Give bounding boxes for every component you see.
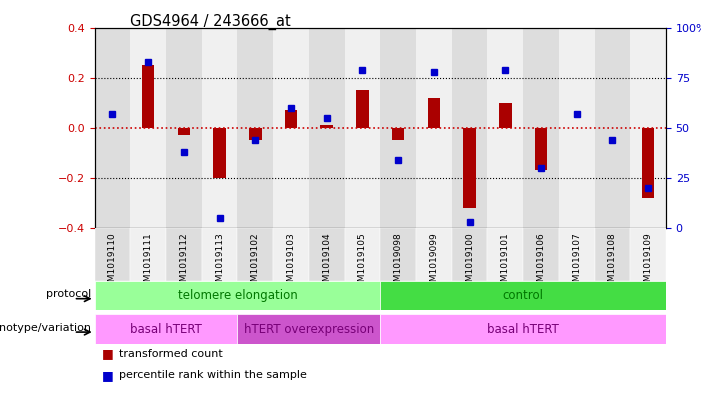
- Bar: [380, 314, 666, 344]
- Bar: [166, 28, 202, 228]
- Text: GSM1019111: GSM1019111: [144, 232, 153, 293]
- Text: basal hTERT: basal hTERT: [130, 323, 202, 336]
- Bar: [630, 28, 666, 228]
- Text: genotype/variation: genotype/variation: [0, 323, 91, 332]
- Text: GSM1019102: GSM1019102: [251, 232, 260, 293]
- Text: transformed count: transformed count: [119, 349, 223, 359]
- Bar: [95, 228, 130, 281]
- Bar: [559, 228, 594, 281]
- Bar: [273, 28, 309, 228]
- Bar: [130, 28, 166, 228]
- Bar: [273, 228, 309, 281]
- Text: ■: ■: [102, 369, 114, 382]
- Bar: [320, 125, 333, 128]
- Bar: [345, 28, 380, 228]
- Bar: [523, 228, 559, 281]
- Bar: [309, 228, 345, 281]
- Bar: [95, 281, 380, 310]
- Bar: [142, 65, 154, 128]
- Bar: [238, 228, 273, 281]
- Bar: [202, 28, 238, 228]
- Bar: [356, 90, 369, 128]
- Text: basal hTERT: basal hTERT: [487, 323, 559, 336]
- Bar: [249, 128, 261, 140]
- Bar: [451, 228, 487, 281]
- Bar: [345, 228, 380, 281]
- Text: GSM1019112: GSM1019112: [179, 232, 189, 293]
- Text: GSM1019108: GSM1019108: [608, 232, 617, 293]
- Text: hTERT overexpression: hTERT overexpression: [244, 323, 374, 336]
- Bar: [309, 28, 345, 228]
- Text: GDS4964 / 243666_at: GDS4964 / 243666_at: [130, 14, 290, 30]
- Bar: [238, 314, 381, 344]
- Text: GSM1019101: GSM1019101: [501, 232, 510, 293]
- Bar: [202, 228, 238, 281]
- Bar: [523, 28, 559, 228]
- Bar: [428, 97, 440, 128]
- Bar: [559, 28, 594, 228]
- Text: GSM1019107: GSM1019107: [572, 232, 581, 293]
- Bar: [285, 110, 297, 128]
- Bar: [463, 128, 476, 208]
- Text: control: control: [503, 289, 543, 302]
- Text: GSM1019109: GSM1019109: [644, 232, 653, 293]
- Bar: [95, 28, 130, 228]
- Bar: [451, 28, 487, 228]
- Bar: [177, 128, 190, 135]
- Bar: [630, 228, 666, 281]
- Text: telomere elongation: telomere elongation: [177, 289, 297, 302]
- Bar: [535, 128, 547, 170]
- Text: GSM1019100: GSM1019100: [465, 232, 474, 293]
- Bar: [416, 228, 451, 281]
- Bar: [594, 228, 630, 281]
- Text: GSM1019104: GSM1019104: [322, 232, 332, 293]
- Bar: [380, 28, 416, 228]
- Bar: [213, 128, 226, 178]
- Text: ■: ■: [102, 347, 114, 360]
- Text: GSM1019103: GSM1019103: [287, 232, 296, 293]
- Text: percentile rank within the sample: percentile rank within the sample: [119, 370, 307, 380]
- Bar: [642, 128, 654, 198]
- Bar: [238, 28, 273, 228]
- Bar: [380, 228, 416, 281]
- Text: GSM1019110: GSM1019110: [108, 232, 117, 293]
- Bar: [594, 28, 630, 228]
- Bar: [392, 128, 404, 140]
- Bar: [487, 28, 523, 228]
- Text: GSM1019106: GSM1019106: [536, 232, 545, 293]
- Bar: [416, 28, 451, 228]
- Text: protocol: protocol: [46, 289, 91, 299]
- Bar: [95, 314, 238, 344]
- Bar: [166, 228, 202, 281]
- Text: GSM1019105: GSM1019105: [358, 232, 367, 293]
- Bar: [499, 103, 512, 128]
- Text: GSM1019099: GSM1019099: [429, 232, 438, 293]
- Bar: [130, 228, 166, 281]
- Bar: [487, 228, 523, 281]
- Text: GSM1019113: GSM1019113: [215, 232, 224, 293]
- Bar: [380, 281, 666, 310]
- Text: GSM1019098: GSM1019098: [394, 232, 402, 293]
